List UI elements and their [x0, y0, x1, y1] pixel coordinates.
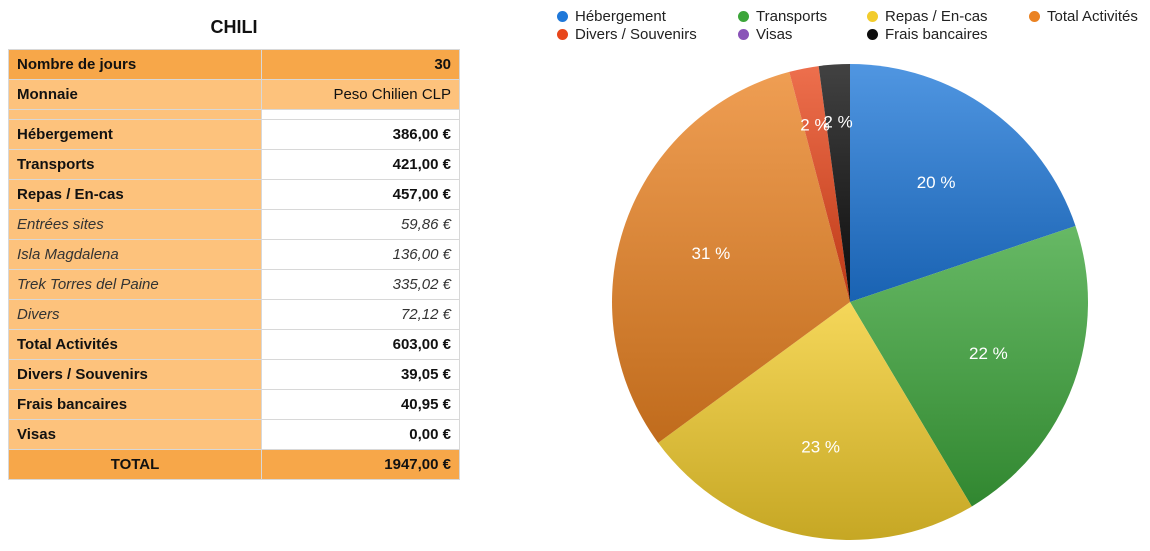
row-value: 40,95 €: [261, 389, 460, 420]
legend-label: Repas / En-cas: [885, 8, 988, 25]
slice-percent-label: 20 %: [917, 173, 956, 192]
legend-item: Total Activités: [1029, 8, 1138, 25]
legend-label: Divers / Souvenirs: [575, 26, 697, 43]
legend-item: Transports: [738, 8, 827, 25]
legend-item: Visas: [738, 26, 792, 43]
legend-swatch: [1029, 11, 1040, 22]
row-label: Repas / En-cas: [8, 179, 262, 210]
table-row: Repas / En-cas 457,00 €: [8, 179, 460, 210]
legend-item: Repas / En-cas: [867, 8, 988, 25]
pie-slice-6: [818, 64, 850, 302]
row-value: Peso Chilien CLP: [261, 79, 460, 110]
budget-table: Nombre de jours 30 Monnaie Peso Chilien …: [8, 49, 460, 480]
table-row: Transports 421,00 €: [8, 149, 460, 180]
row-value: 72,12 €: [261, 299, 460, 330]
legend-label: Visas: [756, 26, 793, 43]
pie-slice-3: [612, 71, 850, 443]
table-row: Visas 0,00 €: [8, 419, 460, 450]
total-row: TOTAL 1947,00 €: [8, 449, 460, 480]
table-row: Entrées sites 59,86 €: [8, 209, 460, 240]
pie-slice-0: [850, 64, 1076, 302]
row-label: Monnaie: [8, 79, 262, 110]
total-value: 1947,00 €: [261, 449, 460, 480]
legend-item: Frais bancaires: [867, 26, 988, 43]
table-row: Total Activités 603,00 €: [8, 329, 460, 360]
row-value: 0,00 €: [261, 419, 460, 450]
legend-swatch: [557, 11, 568, 22]
row-label: Transports: [8, 149, 262, 180]
legend-label: Hébergement: [575, 8, 666, 25]
slice-percent-label: 23 %: [801, 438, 840, 457]
row-value: 335,02 €: [261, 269, 460, 300]
row-value: 457,00 €: [261, 179, 460, 210]
legend-swatch: [867, 29, 878, 40]
table-row: Hébergement 386,00 €: [8, 119, 460, 150]
row-value: 603,00 €: [261, 329, 460, 360]
legend-label: Frais bancaires: [885, 26, 988, 43]
legend-item: Divers / Souvenirs: [557, 26, 697, 43]
total-label: TOTAL: [8, 449, 262, 480]
table-row: Isla Magdalena 136,00 €: [8, 239, 460, 270]
row-value: 386,00 €: [261, 119, 460, 150]
slice-percent-label: 22 %: [969, 344, 1008, 363]
table-row: Monnaie Peso Chilien CLP: [8, 79, 460, 110]
pie-slice-2: [658, 302, 972, 540]
legend-label: Total Activités: [1047, 8, 1138, 25]
row-value: 136,00 €: [261, 239, 460, 270]
table-row: Trek Torres del Paine 335,02 €: [8, 269, 460, 300]
row-label: Entrées sites: [8, 209, 262, 240]
table-row: Divers 72,12 €: [8, 299, 460, 330]
legend-swatch: [867, 11, 878, 22]
table-row: Nombre de jours 30: [8, 49, 460, 80]
legend-swatch: [738, 29, 749, 40]
table-row: Divers / Souvenirs 39,05 €: [8, 359, 460, 390]
legend-label: Transports: [756, 8, 828, 25]
table-row: Frais bancaires 40,95 €: [8, 389, 460, 420]
row-label: Trek Torres del Paine: [8, 269, 262, 300]
legend-item: Hébergement: [557, 8, 666, 25]
slice-percent-label: 2 %: [823, 113, 852, 132]
row-label: Divers: [8, 299, 262, 330]
pie-slice-1: [850, 225, 1089, 507]
slice-percent-label: 2 %: [800, 116, 829, 135]
table-title: CHILI: [210, 17, 258, 37]
row-value: 39,05 €: [261, 359, 460, 390]
row-label: Hébergement: [8, 119, 262, 150]
row-value: 30: [261, 49, 460, 80]
row-label: Total Activités: [8, 329, 262, 360]
legend-swatch: [738, 11, 749, 22]
row-label: Visas: [8, 419, 262, 450]
chart-legend: Hébergement Transports Repas / En-cas Total…: [0, 0, 1150, 50]
pie-slice-4: [789, 66, 850, 302]
row-label: Frais bancaires: [8, 389, 262, 420]
row-label: Isla Magdalena: [8, 239, 262, 270]
legend-swatch: [557, 29, 568, 40]
row-label: Divers / Souvenirs: [8, 359, 262, 390]
slice-percent-label: 31 %: [691, 244, 730, 263]
